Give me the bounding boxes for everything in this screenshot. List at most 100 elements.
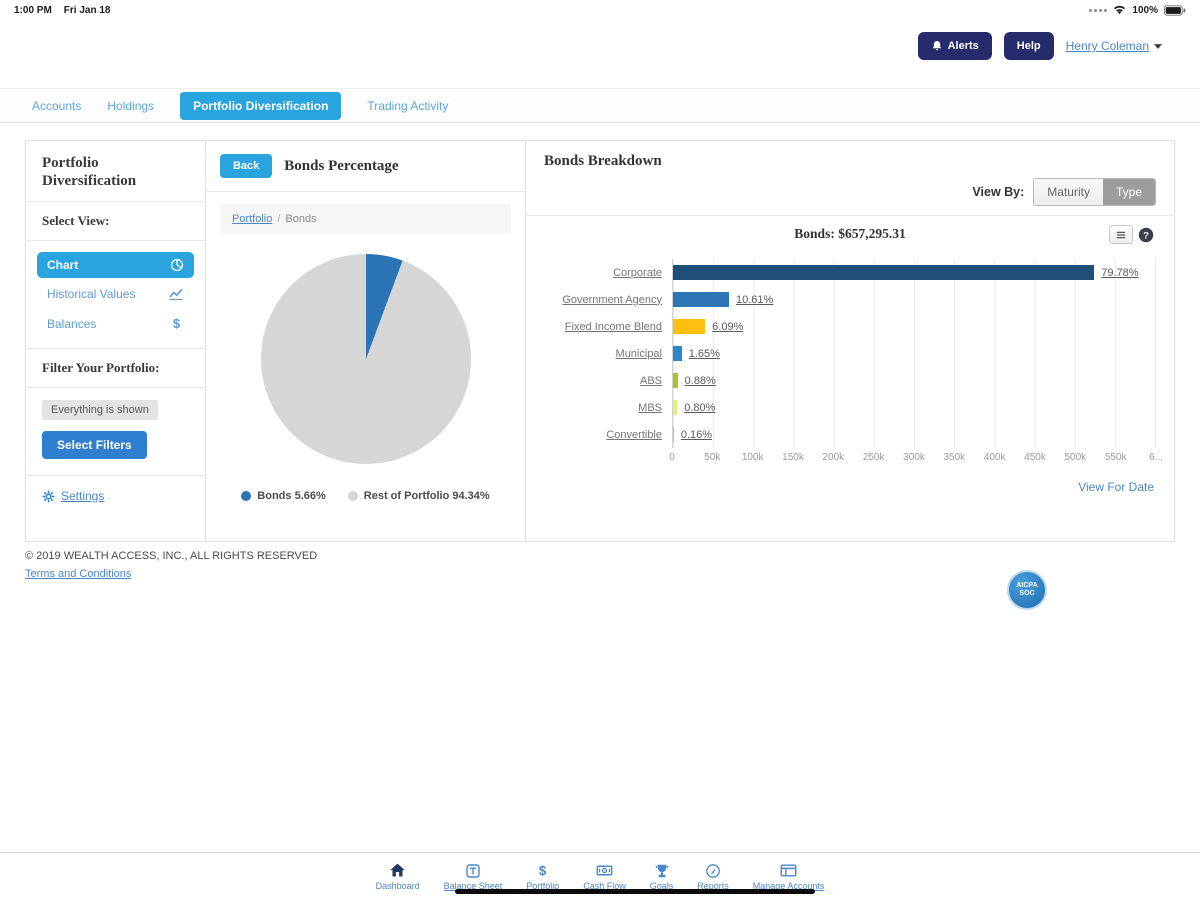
bottom-nav-manage-accounts[interactable]: Manage Accounts bbox=[753, 862, 824, 891]
bottom-nav-reports[interactable]: Reports bbox=[697, 862, 729, 891]
chart-help-button[interactable]: ? bbox=[1138, 227, 1154, 243]
bar-value-corporate[interactable]: 79.78% bbox=[1101, 266, 1139, 279]
bottom-nav-label: Reports bbox=[697, 881, 729, 891]
bar-row: 0.80% bbox=[673, 394, 1155, 421]
bar-value-government-agency[interactable]: 10.61% bbox=[736, 293, 774, 306]
svg-text:?: ? bbox=[1143, 230, 1149, 241]
bar-category-municipal[interactable]: Municipal bbox=[615, 347, 662, 360]
bottom-nav-dashboard[interactable]: Dashboard bbox=[376, 862, 420, 891]
tab-portfolio-diversification[interactable]: Portfolio Diversification bbox=[180, 91, 342, 120]
view-by-maturity-button[interactable]: Maturity bbox=[1034, 179, 1103, 205]
svg-text:$: $ bbox=[539, 863, 547, 878]
terms-and-conditions-link[interactable]: Terms and Conditions bbox=[25, 568, 132, 580]
view-for-date-link[interactable]: View For Date bbox=[1078, 480, 1154, 494]
balance-sheet-icon bbox=[465, 862, 481, 879]
chart-context-menu-button[interactable] bbox=[1109, 225, 1133, 244]
sidebar-item-label: Chart bbox=[47, 258, 79, 272]
view-by-type-button[interactable]: Type bbox=[1102, 179, 1155, 205]
bar-row: 10.61% bbox=[673, 286, 1155, 313]
sidebar-item-chart[interactable]: Chart bbox=[37, 252, 194, 278]
bonds-bar-chart: Bonds: $657,295.31 ? Corporate Government… bbox=[544, 225, 1163, 496]
wifi-icon bbox=[1113, 5, 1126, 15]
badge-line2: SOC bbox=[1019, 590, 1035, 597]
bonds-pie-chart[interactable] bbox=[260, 254, 471, 464]
bar-category-abs[interactable]: ABS bbox=[639, 374, 662, 387]
x-tick: 50k bbox=[704, 452, 721, 463]
legend-label-bonds: Bonds 5.66% bbox=[257, 490, 326, 502]
filter-status-chip: Everything is shown bbox=[42, 400, 158, 420]
breadcrumb-current: Bonds bbox=[285, 213, 317, 225]
tab-trading-activity[interactable]: Trading Activity bbox=[367, 98, 449, 113]
bar-row: 0.16% bbox=[673, 421, 1155, 448]
select-filters-button[interactable]: Select Filters bbox=[42, 431, 147, 459]
bar-mbs[interactable] bbox=[673, 400, 678, 415]
legend-item-rest[interactable]: Rest of Portfolio 94.34% bbox=[347, 490, 490, 502]
badge-line1: AICPA bbox=[1016, 582, 1038, 590]
sidebar: Portfolio Diversification Select View: C… bbox=[26, 141, 206, 541]
bottom-nav-balance-sheet[interactable]: Balance Sheet bbox=[444, 862, 502, 891]
bar-category-fixed-income-blend[interactable]: Fixed Income Blend bbox=[564, 320, 662, 333]
breadcrumb-separator: / bbox=[277, 213, 281, 225]
bar-convertible[interactable] bbox=[673, 427, 674, 442]
bottom-nav-goals[interactable]: Goals bbox=[649, 862, 674, 891]
dollar-icon: $ bbox=[535, 862, 550, 879]
bar-category-convertible[interactable]: Convertible bbox=[606, 428, 662, 441]
bar-category-government-agency[interactable]: Government Agency bbox=[562, 293, 662, 306]
bar-chart-title: Bonds: $657,295.31 bbox=[794, 226, 906, 241]
x-tick: 500k bbox=[1064, 452, 1087, 463]
tab-holdings[interactable]: Holdings bbox=[107, 98, 155, 113]
bar-corporate[interactable] bbox=[673, 265, 1095, 280]
bar-value-abs[interactable]: 0.88% bbox=[684, 374, 716, 387]
user-name: Henry Coleman bbox=[1065, 39, 1149, 53]
chevron-down-icon bbox=[1154, 43, 1162, 49]
tab-accounts[interactable]: Accounts bbox=[32, 98, 82, 113]
status-date: Fri Jan 18 bbox=[63, 4, 111, 16]
pie-panel-title: Bonds Percentage bbox=[284, 157, 399, 174]
alerts-button[interactable]: Alerts bbox=[917, 32, 992, 60]
bar-value-municipal[interactable]: 1.65% bbox=[688, 347, 720, 360]
bar-value-convertible[interactable]: 0.16% bbox=[680, 428, 713, 441]
goals-icon bbox=[654, 862, 670, 879]
x-tick: 250k bbox=[862, 452, 885, 463]
sidebar-item-balances[interactable]: Balances $ bbox=[37, 310, 194, 337]
bottom-nav-portfolio[interactable]: $ Portfolio bbox=[526, 862, 559, 891]
status-time: 1:00 PM bbox=[14, 4, 52, 16]
help-button-label: Help bbox=[1016, 40, 1041, 52]
home-indicator[interactable] bbox=[455, 889, 815, 894]
bar-row: 0.88% bbox=[673, 367, 1155, 394]
bottom-nav-label: Portfolio bbox=[526, 881, 560, 891]
x-tick: 300k bbox=[903, 452, 925, 463]
bar-category-mbs[interactable]: MBS bbox=[638, 401, 662, 414]
bar-government-agency[interactable] bbox=[673, 292, 730, 307]
bar-value-fixed-income-blend[interactable]: 6.09% bbox=[712, 320, 744, 333]
bar-fixed-income-blend[interactable] bbox=[673, 319, 706, 334]
back-button[interactable]: Back bbox=[220, 154, 273, 178]
bar-value-mbs[interactable]: 0.80% bbox=[684, 401, 716, 414]
bar-municipal[interactable] bbox=[673, 346, 682, 361]
bonds-breakdown-panel: Bonds Breakdown View By: Maturity Type B… bbox=[526, 141, 1174, 541]
battery-icon bbox=[1164, 4, 1186, 16]
breadcrumb-portfolio-link[interactable]: Portfolio bbox=[232, 213, 273, 225]
alerts-button-label: Alerts bbox=[947, 40, 979, 52]
user-menu[interactable]: Henry Coleman bbox=[1066, 39, 1162, 53]
svg-text:$: $ bbox=[173, 316, 181, 331]
sidebar-item-historical-values[interactable]: Historical Values bbox=[37, 280, 194, 308]
hamburger-menu-icon bbox=[1115, 229, 1127, 241]
help-button[interactable]: Help bbox=[1003, 32, 1054, 60]
x-tick: 100k bbox=[741, 452, 764, 463]
x-tick: 6... bbox=[1149, 452, 1163, 463]
bar-category-corporate[interactable]: Corporate bbox=[613, 266, 662, 279]
reports-icon bbox=[705, 862, 721, 879]
copyright-text: © 2019 WEALTH ACCESS, INC., ALL RIGHTS R… bbox=[25, 550, 318, 562]
x-tick: 400k bbox=[983, 452, 1006, 463]
bar-abs[interactable] bbox=[673, 373, 678, 388]
status-bar: 1:00 PM Fri Jan 18 100% bbox=[0, 0, 1200, 20]
bottom-nav-label: Cash Flow bbox=[583, 881, 626, 891]
legend-item-bonds[interactable]: Bonds 5.66% bbox=[241, 490, 326, 502]
bottom-nav-cash-flow[interactable]: Cash Flow bbox=[583, 862, 626, 891]
breadcrumb: Portfolio / Bonds bbox=[220, 204, 511, 234]
settings-link[interactable]: Settings bbox=[61, 489, 105, 503]
cash-flow-icon bbox=[596, 862, 613, 879]
bell-icon bbox=[931, 40, 943, 52]
bottom-nav-label: Goals bbox=[649, 881, 674, 891]
